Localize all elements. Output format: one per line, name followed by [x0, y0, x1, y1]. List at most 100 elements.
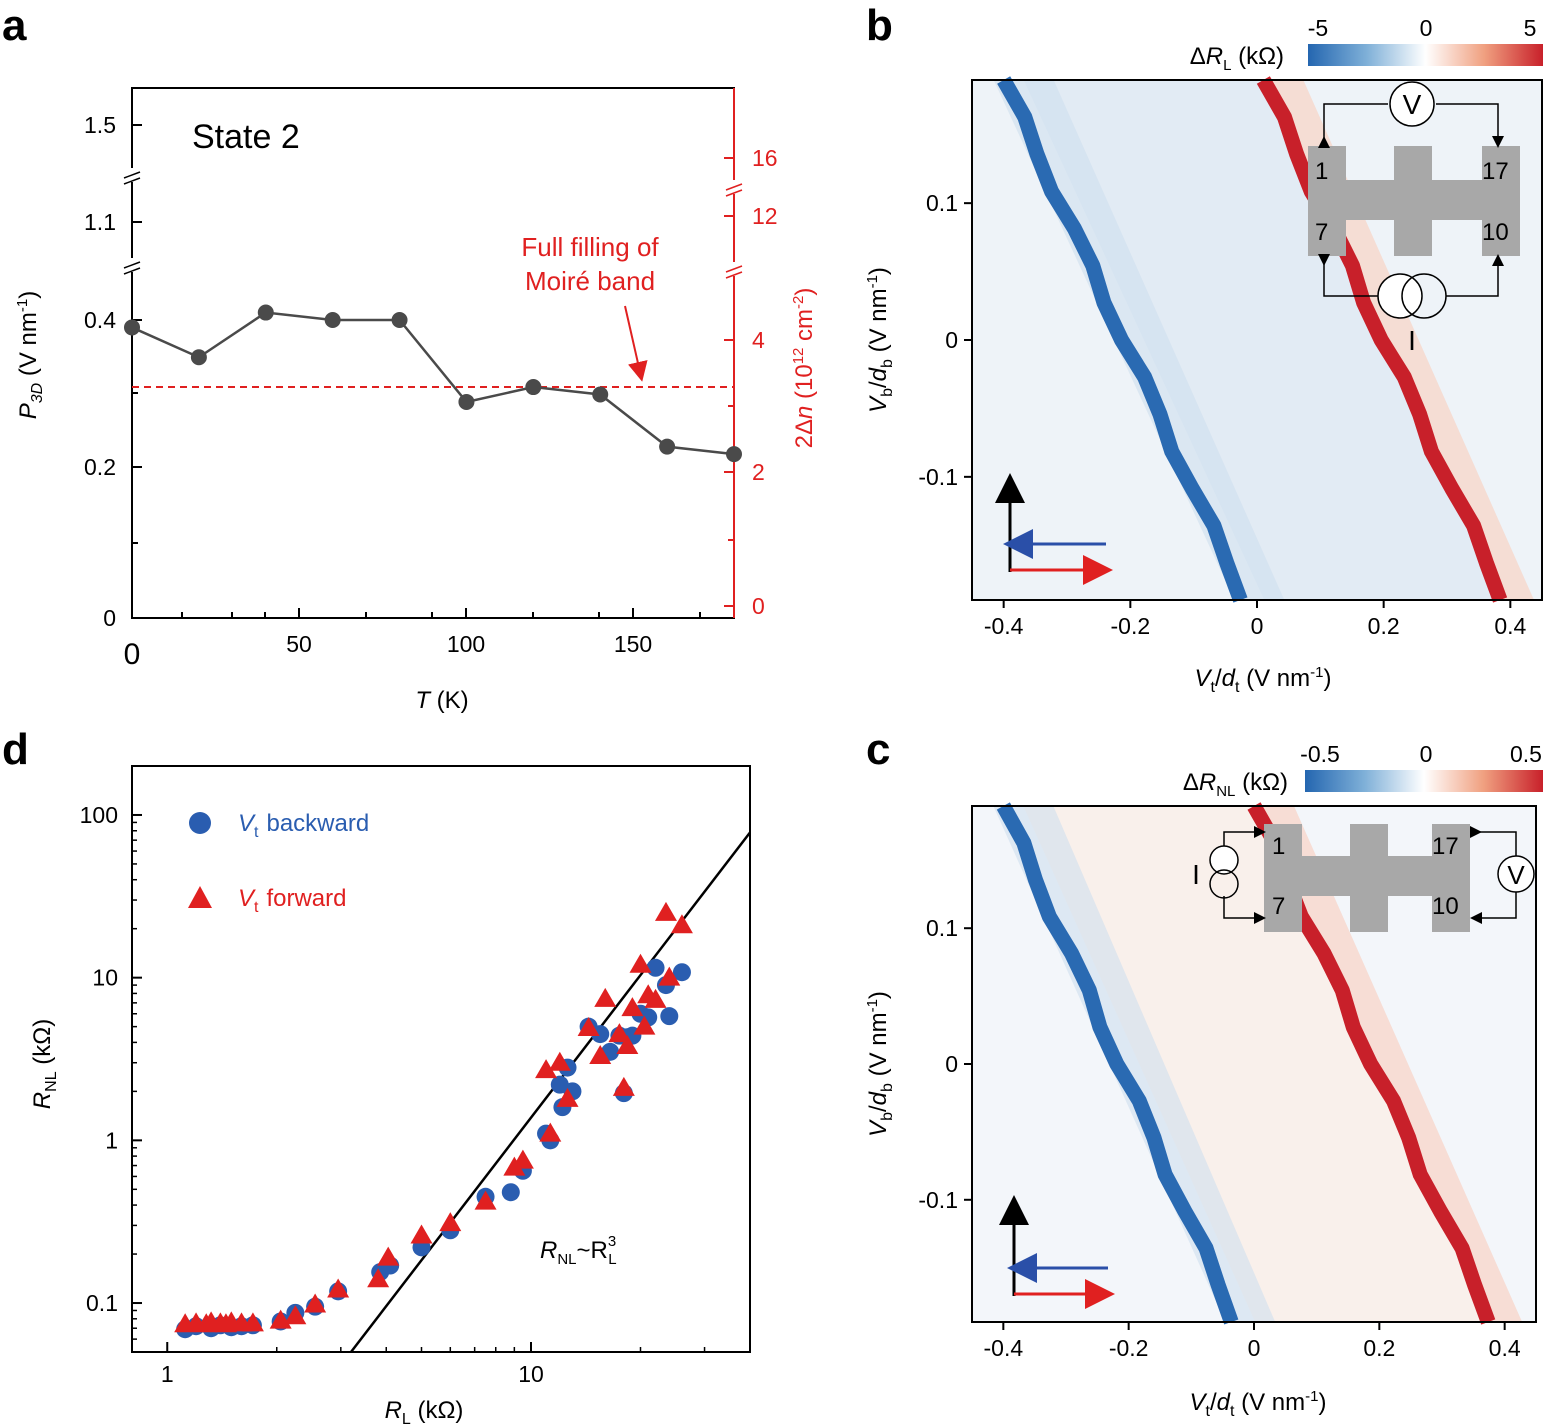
panel-b-blue-ridge: [997, 76, 1248, 603]
panel-b-middle-region: [1023, 80, 1504, 600]
panel-letter-c: c: [866, 725, 890, 774]
panel-d-forward-point-17: [474, 1190, 497, 1210]
panel-a-rtick-1: 2: [752, 459, 765, 485]
panel-d-forward-point-35: [654, 901, 677, 921]
panel-d-ytick-3: 100: [80, 802, 118, 828]
panel-d-forward-point-29: [616, 1035, 639, 1055]
panel-c-ylabel: Vb/db (V nm-1): [864, 991, 896, 1137]
panel-d-ytick-1: 1: [105, 1127, 118, 1153]
panel-a-rtick-0: 0: [752, 593, 765, 619]
panel-a-rtick-3: 12: [752, 203, 778, 229]
panel-c-cbar-label: ΔRNL (kΩ): [1183, 769, 1288, 800]
panel-b-current-label: I: [1408, 325, 1416, 356]
panel-a-annotation-arrow: [624, 305, 648, 382]
panel-a-ylabel-right: 2Δn (1012 cm-2): [790, 288, 818, 449]
panel-d-forward-point-16: [439, 1212, 462, 1232]
panel-d-forward-point-30: [621, 997, 644, 1017]
panel-a-ytick-0: 0: [103, 605, 116, 631]
panel-c-xtick-4: 0.4: [1489, 1335, 1521, 1361]
panel-d-forward-point-15: [410, 1224, 433, 1244]
panel-a-xtick-3: 150: [614, 631, 652, 657]
panel-a-point-1: [190, 349, 207, 366]
panel-c-xlabel: Vt/dt (V nm-1): [1190, 1388, 1327, 1420]
legend-marker-backward: [189, 812, 211, 834]
panel-b-xlabel: Vt/dt (V nm-1): [1195, 664, 1332, 696]
panel-c-chart: -0.4 -0.2 0 0.2 0.4 0.1 0 -0.1 Vt/dt (V nm-1) V…: [864, 741, 1543, 1420]
panel-b-ytick-0: 0.1: [926, 190, 958, 216]
panel-d-forward-point-31: [629, 953, 652, 973]
panel-a-point-0: [124, 319, 140, 336]
panel-d-forward-point-24: [577, 1017, 600, 1037]
panel-a-title: State 2: [192, 118, 300, 156]
panel-a-ylabel: P3D (V nm-1): [14, 291, 46, 420]
panel-c-blue-ridge: [996, 802, 1239, 1325]
panel-d-forward-point-25: [589, 1044, 612, 1064]
panel-c-contact-17: 17: [1432, 833, 1459, 860]
panel-d-forward-point-8: [241, 1312, 264, 1332]
panel-d-backward-point-36: [672, 963, 691, 982]
panel-a-ytick-2: 0.4: [84, 307, 116, 333]
panel-b-contact-17: 17: [1482, 158, 1509, 185]
panel-d-ytick-0: 0.1: [86, 1290, 118, 1316]
panel-d-forward-point-13: [367, 1268, 390, 1288]
panel-d-backward-point-33: [646, 958, 665, 977]
panel-b-cbar-tick-2: 5: [1524, 15, 1537, 41]
panel-d-chart: 1 10 0.1 1 10 100 RL (kΩ) RNL (kΩ) Vt backward…: [29, 765, 751, 1427]
legend-label-backward: Vt backward: [238, 810, 369, 841]
panel-d-xtick-0: 1: [161, 1361, 174, 1387]
panel-a-xtick-0: 0: [124, 638, 141, 671]
panel-c-ytick-0: 0.1: [926, 915, 958, 941]
panel-a-x-ticks: [131, 608, 701, 618]
panel-a-left-ticks: [132, 124, 142, 619]
panel-d-forward-point-27: [608, 1023, 631, 1043]
panel-b-cbar-tick-1: 0: [1420, 15, 1433, 41]
panel-a-annotation-line2: Moiré band: [525, 266, 655, 296]
panel-c-xtick-3: 0.2: [1363, 1335, 1395, 1361]
panel-letter-d: d: [2, 725, 29, 774]
panel-d-forward-point-37: [670, 914, 693, 934]
panel-a-point-7: [592, 386, 609, 403]
panel-d-forward-point-22: [548, 1051, 571, 1071]
panel-c-xtick-2: 0: [1248, 1335, 1261, 1361]
panel-d-forward-point-34: [644, 988, 667, 1008]
panel-a-annotation-line1: Full filling of: [521, 232, 659, 262]
panel-d-forward-point-21: [539, 1122, 562, 1142]
panel-d-xlabel: RL (kΩ): [385, 1397, 464, 1427]
panel-d-fit-annotation: RNL~R3 L: [540, 1233, 617, 1268]
panel-a-axis-breaks: [123, 168, 743, 279]
panel-a-frame: [131, 87, 735, 619]
panel-a-point-2: [257, 304, 274, 321]
panel-b-colorbar: [1308, 44, 1543, 66]
panel-b-cbar-tick-0: -5: [1308, 15, 1328, 41]
panel-a-ytick-1: 0.2: [84, 454, 116, 480]
panel-b-red-ridge: [1256, 76, 1508, 603]
panel-d-forward-point-23: [556, 1087, 579, 1107]
panel-b-cbar-label: ΔRL (kΩ): [1190, 43, 1284, 74]
panel-c-current-label: I: [1192, 859, 1200, 890]
panel-d-frame: [131, 765, 751, 1353]
panel-b-voltmeter-label: V: [1403, 89, 1422, 120]
panel-c-xtick-1: -0.2: [1109, 1335, 1149, 1361]
panel-a-point-8: [659, 438, 676, 455]
panel-c-current-source-b: [1209, 869, 1239, 899]
panel-c-ytick-1: 0: [945, 1051, 958, 1077]
panel-b-current-source-a: [1377, 273, 1423, 319]
panel-b-xtick-2: 0: [1251, 613, 1264, 639]
panel-c-colorbar: [1305, 770, 1543, 792]
panel-b-chart: -0.4 -0.2 0 0.2 0.4 0.1 0 -0.1 Vt/dt (V nm-1) V…: [864, 15, 1543, 696]
panel-a-point-9: [726, 446, 742, 463]
panel-c-cbar-tick-1: 0: [1420, 741, 1433, 767]
panel-c-cbar-tick-0: -0.5: [1300, 741, 1340, 767]
panel-d-forward-point-32: [633, 1015, 656, 1035]
panel-a-point-5: [458, 393, 475, 410]
panel-a-ytick-4: 1.5: [84, 112, 116, 138]
panel-c-voltmeter: [1497, 855, 1535, 893]
panel-c-contact-1: 1: [1272, 833, 1285, 860]
panel-a-point-6: [525, 379, 542, 396]
panel-d-forward-point-20: [535, 1059, 558, 1079]
panel-d-forward-point-14: [377, 1246, 400, 1266]
panel-b-contact-10: 10: [1482, 219, 1509, 246]
panel-b-xtick-1: -0.2: [1111, 613, 1151, 639]
panel-a-xtick-1: 50: [286, 631, 312, 657]
